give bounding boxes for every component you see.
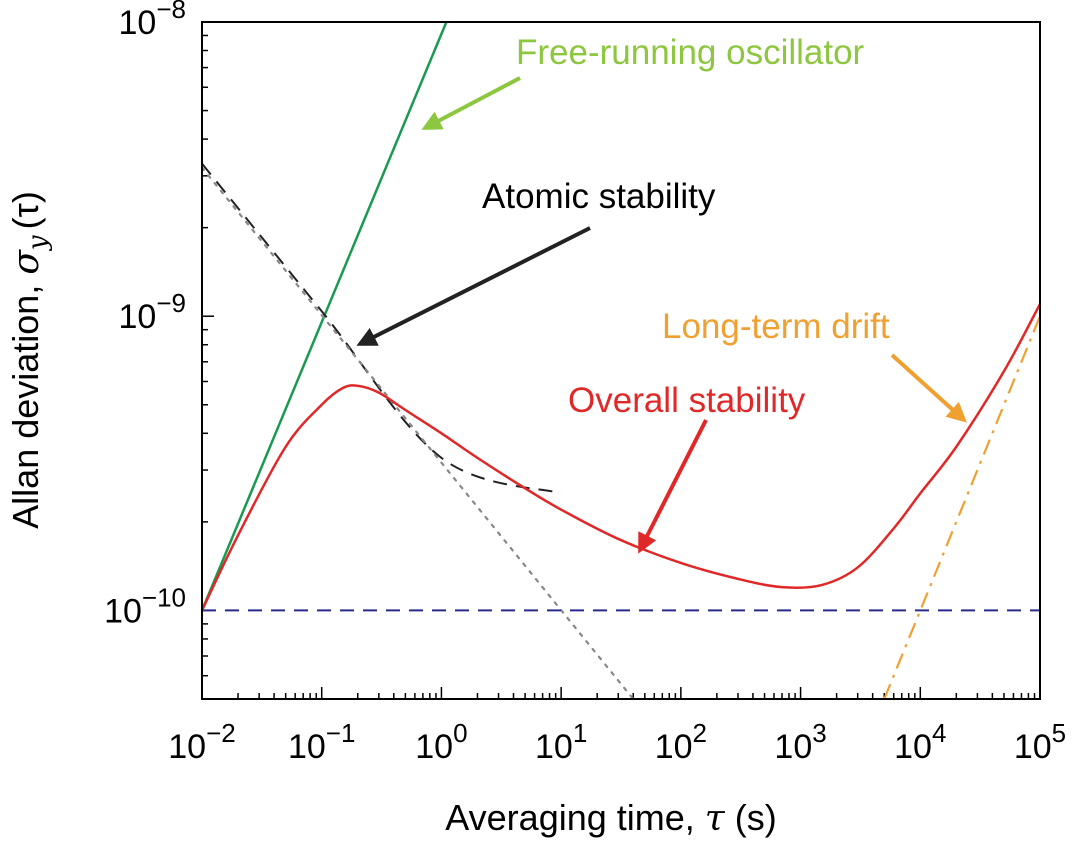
annotation-overall-stability: Overall stability <box>568 381 806 420</box>
series-line-overall <box>202 303 1040 611</box>
x-tick-label: 105 <box>1014 718 1066 766</box>
series-line-white-noise <box>202 166 635 699</box>
x-tick-label: 100 <box>415 718 467 766</box>
y-tick-label: 10−10 <box>104 582 186 630</box>
x-tick-label: 102 <box>655 718 707 766</box>
arrow-long-term-drift <box>890 353 967 423</box>
arrow-free-running <box>421 76 521 130</box>
x-axis-title: Averaging time, τ (s) <box>445 797 776 839</box>
arrow-atomic-stability <box>356 226 591 346</box>
x-tick-label: 10−2 <box>168 718 235 766</box>
arrow-overall-stability <box>638 419 708 554</box>
x-tick-label: 104 <box>894 718 946 766</box>
tick-labels: 10−2 10−1 100 101 102 103 104 105 10−10 10−9 10−8 <box>104 0 1066 766</box>
data-series <box>202 22 1040 699</box>
y-tick-label: 10−8 <box>119 0 186 42</box>
annotation-free-running-oscillator: Free-running oscillator <box>516 33 865 72</box>
annotation-atomic-stability: Atomic stability <box>482 177 716 216</box>
series-line-free-running <box>202 22 448 611</box>
y-tick-label: 10−9 <box>119 288 186 336</box>
x-tick-label: 101 <box>535 718 587 766</box>
annotation-long-term-drift: Long-term drift <box>662 307 890 346</box>
series-line-atomic <box>202 163 562 495</box>
series-line-drift <box>883 315 1040 699</box>
axis-ticks <box>201 34 1041 700</box>
y-axis-title: Allan deviation, σy(τ) <box>5 191 53 529</box>
x-tick-label: 103 <box>774 718 826 766</box>
x-tick-label: 10−1 <box>288 718 355 766</box>
plot-frame <box>201 21 1041 700</box>
